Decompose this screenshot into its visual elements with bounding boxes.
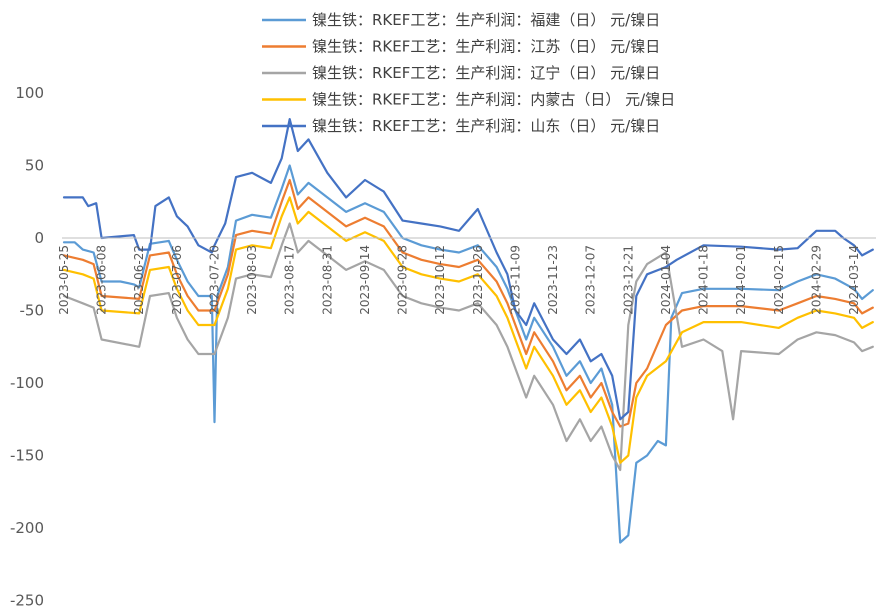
series-line-2: [62, 222, 874, 472]
legend-label: 镍生铁：RKEF工艺：生产利润：山东（日） 元/镍日: [312, 117, 660, 135]
x-tick-label: 2023-05-25: [57, 245, 71, 315]
y-tick-label: -150: [10, 447, 44, 465]
x-tick-label: 2023-08-03: [245, 245, 259, 315]
x-tick-label: 2023-08-17: [283, 245, 297, 315]
x-tick-label: 2024-02-29: [809, 245, 823, 315]
x-tick-label: 2023-06-22: [132, 245, 146, 315]
series-line-1: [62, 178, 874, 428]
y-tick-label: 0: [34, 229, 44, 247]
x-tick-label: 2024-01-04: [659, 245, 673, 315]
y-tick-label: 50: [25, 157, 44, 175]
y-tick-label: -100: [10, 374, 44, 392]
x-tick-label: 2024-02-01: [734, 245, 748, 315]
plot-lines: [62, 117, 874, 544]
series-line-4: [62, 117, 874, 421]
legend: 镍生铁：RKEF工艺：生产利润：福建（日） 元/镍日镍生铁：RKEF工艺：生产利…: [262, 11, 675, 135]
x-tick-label: 2024-01-18: [697, 245, 711, 315]
x-tick-label: 2023-10-12: [433, 245, 447, 315]
legend-label: 镍生铁：RKEF工艺：生产利润：辽宁（日） 元/镍日: [312, 64, 660, 82]
series-line-3: [62, 196, 874, 464]
y-tick-label: -200: [10, 519, 44, 537]
y-tick-label: -50: [20, 302, 45, 320]
x-tick-label: 2023-12-21: [621, 245, 635, 315]
x-tick-label: 2023-06-08: [95, 245, 109, 315]
legend-label: 镍生铁：RKEF工艺：生产利润：江苏（日） 元/镍日: [312, 38, 660, 56]
x-axis: 2023-05-25 2023-06-08 2023-06-22 2023-07-06…: [57, 237, 876, 315]
x-tick-label: 2023-07-06: [170, 245, 184, 315]
series-line-0: [62, 164, 874, 544]
y-axis: 100 50 0 -50 -100 -150 -200 -250: [10, 84, 45, 610]
x-tick-label: 2024-02-15: [772, 245, 786, 315]
x-tick-label: 2023-09-28: [396, 245, 410, 315]
x-tick-label: 2023-07-20: [207, 245, 221, 315]
y-tick-label: -250: [10, 592, 44, 609]
x-tick-label: 2024-03-14: [847, 245, 861, 315]
x-tick-label: 2023-08-31: [320, 245, 334, 315]
x-tick-label: 2023-09-14: [358, 245, 372, 315]
x-tick-label: 2023-12-07: [584, 245, 598, 315]
x-tick-label: 2023-10-26: [471, 245, 485, 315]
y-tick-label: 100: [15, 84, 44, 102]
legend-label: 镍生铁：RKEF工艺：生产利润：内蒙古（日） 元/镍日: [312, 91, 675, 109]
x-tick-label: 2023-11-23: [546, 245, 560, 315]
x-tick-label: 2023-11-09: [508, 245, 522, 315]
legend-label: 镍生铁：RKEF工艺：生产利润：福建（日） 元/镍日: [312, 11, 660, 29]
